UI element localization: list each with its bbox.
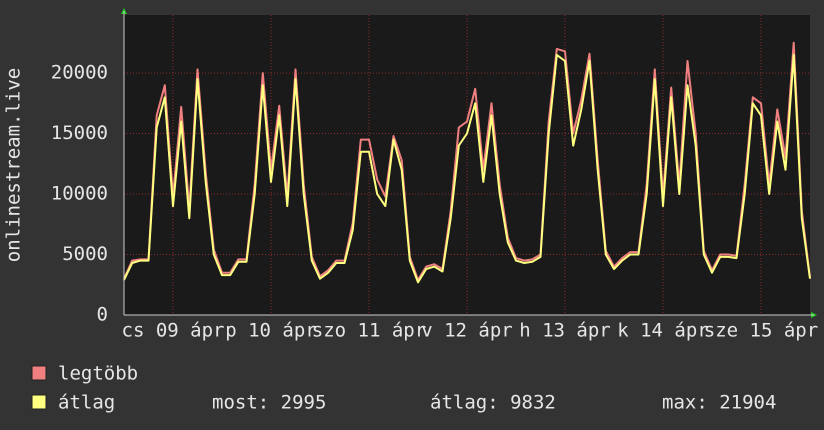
x-tick-label: cs 09 ápr — [122, 320, 225, 342]
x-tick-label: v 12 ápr — [421, 320, 513, 342]
legend-swatch — [31, 394, 47, 410]
y-tick-label: 10000 — [51, 183, 108, 205]
series-line — [123, 41, 811, 281]
y-tick-label: 20000 — [51, 62, 108, 84]
x-tick-label: h 13 ápr — [519, 320, 611, 342]
x-tick-label: sze 15 ápr — [704, 320, 818, 342]
y-axis-label: onlinestream.live — [3, 68, 25, 262]
legend-label: átlag — [58, 392, 115, 414]
series-line — [123, 53, 811, 284]
y-tick-label: 15000 — [51, 122, 108, 144]
legend-label: legtöbb — [58, 363, 138, 385]
stat-label: átlag: 9832 — [430, 392, 556, 414]
legend-swatch — [31, 365, 47, 381]
x-tick-label: p 10 ápr — [225, 320, 317, 342]
x-tick-label: szo 11 ápr — [312, 320, 426, 342]
x-tick-label: k 14 ápr — [617, 320, 709, 342]
y-tick-label: 0 — [97, 304, 108, 326]
y-tick-label: 5000 — [62, 243, 108, 265]
stat-label: most: 2995 — [212, 392, 326, 414]
stat-label: max: 21904 — [662, 392, 776, 414]
